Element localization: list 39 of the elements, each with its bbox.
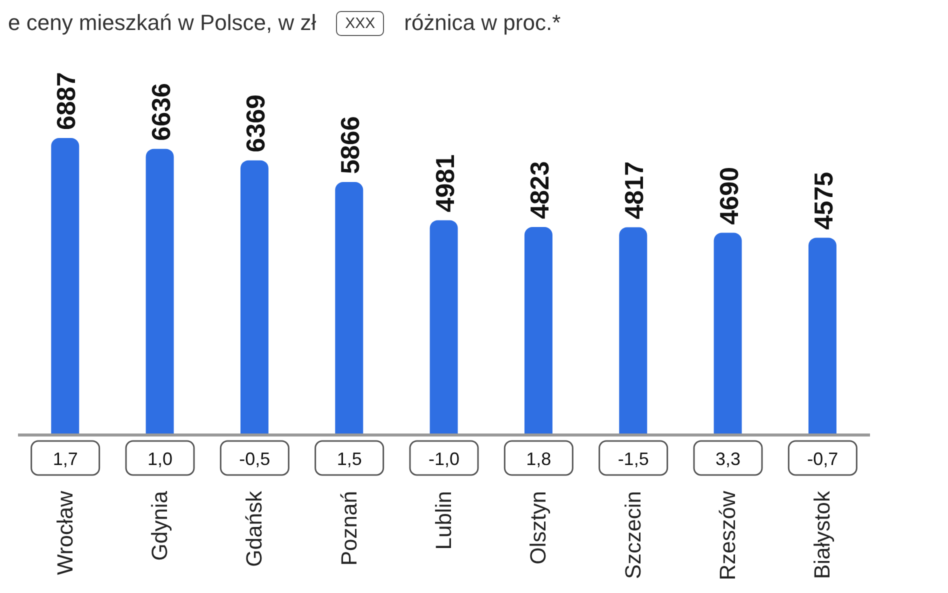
bar [240,160,268,435]
text: -1,5 [618,449,649,469]
legend-key-box: XXX [336,10,384,36]
data-label: 4690 [714,166,744,225]
text: różnica w proc.* [404,10,561,36]
x-tick-label: Lublin [431,491,456,550]
bar [335,182,364,435]
text: 1,7 [52,449,78,469]
text: -1,0 [428,449,460,469]
x-tick-label: Gdynia [147,490,172,561]
text: 1,8 [526,449,552,469]
bar [146,148,174,435]
data-label: 6369 [240,94,270,152]
data-label: 5866 [335,116,366,174]
data-label: 6887 [51,72,82,130]
x-tick-label: Białystok [810,490,835,580]
bar [524,227,552,435]
bar [51,138,80,435]
text: 1,5 [336,449,362,469]
text: -0,5 [239,449,270,469]
text: 3,3 [715,449,741,469]
x-tick-label: Gdańsk [242,490,267,567]
bar [808,238,836,435]
data-label: 4817 [619,161,650,220]
x-tick-label: Poznań [336,491,362,566]
bar [619,227,648,435]
x-tick-label: Szczecin [620,491,646,580]
data-label: 4823 [524,161,554,220]
data-label: 4575 [808,172,838,230]
text: 1,0 [147,449,173,469]
bar [714,232,742,435]
chart-title: e ceny mieszkań w Polsce, w zł [8,10,316,36]
x-tick-label: Olsztyn [526,491,551,564]
x-tick-label: Wrocław [52,490,78,575]
bar [430,220,458,435]
data-label: 6636 [146,82,176,141]
text: -0,7 [807,449,838,469]
data-label: 4981 [430,154,460,212]
x-tick-label: Rzeszów [715,490,740,580]
